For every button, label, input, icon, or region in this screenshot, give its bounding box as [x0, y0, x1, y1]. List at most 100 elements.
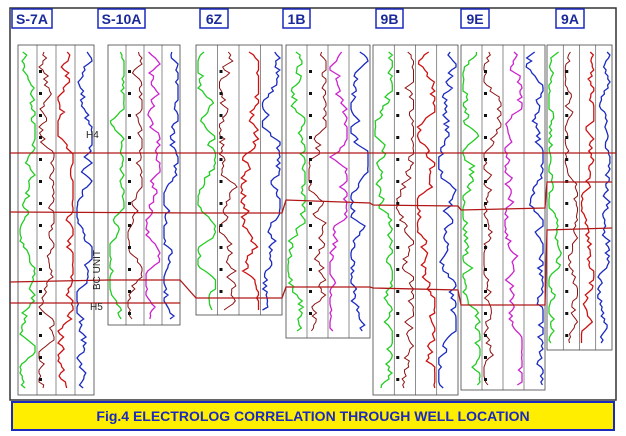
depth-tick — [309, 290, 312, 293]
well-label: 9A — [561, 11, 579, 27]
depth-tick — [484, 378, 487, 381]
depth-tick — [309, 312, 312, 315]
depth-tick — [309, 246, 312, 249]
frame — [9, 7, 617, 401]
depth-tick — [309, 180, 312, 183]
depth-tick — [39, 158, 42, 161]
depth-tick — [484, 92, 487, 95]
depth-tick — [565, 70, 569, 73]
depth-tick — [219, 290, 223, 293]
log-curve — [38, 51, 55, 389]
log-curve — [196, 51, 217, 311]
well-label-box — [11, 8, 53, 29]
depth-tick — [219, 224, 223, 227]
log-curve — [564, 51, 579, 344]
depth-tick — [128, 158, 131, 161]
depth-tick — [565, 268, 569, 271]
log-curve — [308, 51, 327, 332]
depth-tick — [484, 158, 487, 161]
depth-tick — [219, 114, 223, 117]
depth-tick — [396, 356, 400, 359]
depth-tick — [484, 224, 487, 227]
depth-tick — [219, 136, 223, 139]
well-label: S-10A — [102, 11, 142, 27]
depth-tick — [565, 92, 569, 95]
log-curve — [438, 51, 457, 389]
depth-tick — [396, 202, 400, 205]
correlation-line — [9, 181, 612, 214]
depth-tick — [565, 202, 569, 205]
depth-tick — [39, 136, 42, 139]
depth-tick — [128, 92, 131, 95]
depth-tick — [565, 246, 569, 249]
depth-tick — [484, 268, 487, 271]
correlation-lines — [9, 152, 616, 306]
depth-tick — [219, 70, 223, 73]
labels: S-7A S-10A 6Z 1B 9B 9E 9A — [11, 8, 585, 29]
depth-tick — [128, 290, 131, 293]
depth-tick — [39, 70, 42, 73]
depth-tick — [39, 356, 42, 359]
depth-tick — [128, 268, 131, 271]
depth-tick — [484, 246, 487, 249]
log-curve — [240, 51, 260, 310]
depth-tick — [219, 158, 223, 161]
depth-tick — [484, 356, 487, 359]
well-label: S-7A — [16, 11, 48, 27]
correlation-line — [9, 227, 613, 306]
depth-tick — [484, 202, 487, 205]
log-curve — [76, 51, 94, 389]
well-label-box — [199, 8, 229, 29]
log-curve — [145, 51, 161, 320]
depth-tick — [39, 224, 42, 227]
depth-tick — [484, 312, 487, 315]
well-label-box — [555, 8, 585, 29]
log-curve — [350, 51, 369, 332]
depth-tick — [128, 312, 131, 315]
well-label-box — [375, 8, 404, 29]
depth-tick — [39, 114, 42, 117]
unit-label: BC UNIT — [92, 250, 103, 290]
well-label-box — [460, 8, 490, 29]
depth-tick — [128, 136, 131, 139]
depth-tick — [309, 224, 312, 227]
depth-tick — [484, 70, 487, 73]
depth-tick — [309, 92, 312, 95]
depth-tick — [39, 268, 42, 271]
depth-tick — [128, 180, 131, 183]
depth-tick — [484, 180, 487, 183]
log-curve — [525, 51, 544, 386]
depth-tick — [128, 70, 131, 73]
depth-tick — [219, 180, 223, 183]
horizon-label: H5 — [90, 302, 103, 313]
depth-tick — [565, 290, 569, 293]
log-curve — [109, 51, 125, 320]
log-curve — [395, 51, 415, 389]
log-curve — [261, 51, 282, 311]
depth-tick — [396, 312, 400, 315]
depth-tick — [396, 158, 400, 161]
well-label-box — [97, 8, 146, 29]
depth-tick — [39, 202, 42, 205]
horizon-label: H4 — [86, 130, 99, 141]
depth-tick — [39, 312, 42, 315]
well-logs — [17, 44, 613, 396]
depth-tick — [128, 114, 131, 117]
depth-tick — [219, 246, 223, 249]
depth-tick — [484, 114, 487, 117]
depth-tick — [565, 224, 569, 227]
caption-box — [11, 401, 615, 431]
well-label-box — [282, 8, 311, 29]
caption: Fig.4 ELECTROLOG CORRELATION THROUGH WEL… — [96, 408, 529, 424]
depth-tick — [39, 378, 42, 381]
depth-tick — [565, 136, 569, 139]
log-curve — [287, 51, 306, 332]
depth-tick — [565, 334, 569, 337]
depth-tick — [396, 290, 400, 293]
depth-tick — [309, 114, 312, 117]
depth-tick — [128, 246, 131, 249]
depth-tick — [484, 136, 487, 139]
depth-tick — [396, 92, 400, 95]
log-curve — [328, 51, 349, 332]
